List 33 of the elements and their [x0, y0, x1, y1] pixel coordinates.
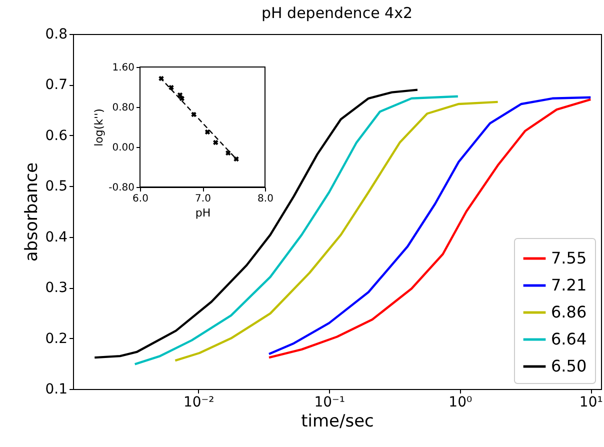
x-tick-label: 10⁻² — [183, 394, 214, 410]
y-tick-label: 0.80 — [112, 102, 134, 114]
y-axis-title: absorbance — [22, 162, 42, 262]
x-tick-label: 10¹ — [579, 394, 603, 410]
legend-label: 7.55 — [551, 248, 587, 268]
point — [213, 140, 218, 146]
x-tick-label: 7.0 — [195, 194, 211, 204]
x-tick-label: 10⁰ — [448, 394, 472, 410]
x-axis-title: time/sec — [301, 412, 374, 432]
y-tick-label: 0.5 — [45, 178, 68, 195]
point — [179, 96, 184, 102]
y-tick-label: 0.3 — [45, 280, 68, 296]
y-tick-label: 0.2 — [45, 330, 68, 347]
x-tick-label: 10⁻¹ — [314, 394, 346, 410]
y-tick-label: 0.4 — [45, 229, 68, 246]
y-tick-label: 0.8 — [45, 26, 68, 42]
x-tick-label: 6.0 — [132, 194, 148, 204]
y-tick-label: -0.80 — [108, 182, 134, 194]
y-axis-title: log(k'') — [92, 108, 106, 146]
x-tick-label: 8.0 — [258, 194, 274, 204]
legend-label: 6.50 — [551, 356, 587, 376]
point — [204, 129, 210, 135]
y-tick-label: 0.00 — [112, 142, 134, 154]
y-tick-label: 1.60 — [112, 62, 134, 74]
y-tick-label: 0.7 — [45, 77, 68, 94]
legend-label: 7.21 — [551, 276, 587, 294]
legend-label: 6.86 — [551, 302, 587, 322]
point — [226, 150, 231, 156]
legend-label: 6.64 — [551, 330, 587, 348]
y-tick-label: 0.1 — [45, 382, 68, 398]
x-axis-title: pH — [195, 206, 211, 220]
y-tick-label: 0.6 — [45, 128, 68, 144]
chart-title: pH dependence 4x2 — [261, 4, 413, 22]
